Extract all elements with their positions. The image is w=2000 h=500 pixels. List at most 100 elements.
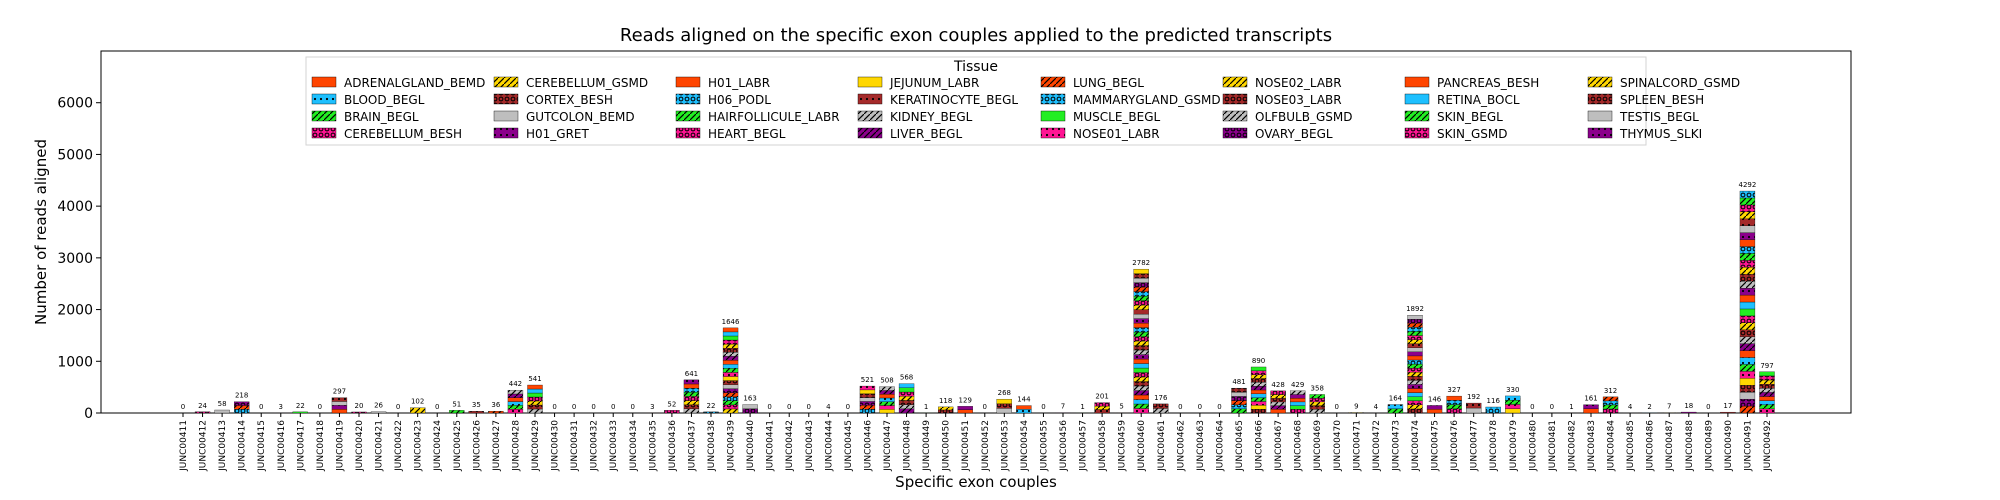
- bar: 1: [918, 403, 934, 414]
- bar: 9: [1348, 403, 1364, 414]
- bar-value-label: 508: [880, 377, 893, 385]
- legend-label: LUNG_BEGL: [1073, 76, 1144, 90]
- bar-value-label: 4: [826, 403, 831, 411]
- bar-value-label: 26: [374, 402, 383, 410]
- bar-segment: [1133, 336, 1149, 342]
- bar: 201: [1094, 393, 1110, 414]
- bar-segment: [1407, 359, 1423, 365]
- bar-segment: [1583, 404, 1599, 409]
- bar-segment: [742, 408, 758, 414]
- bar-segment: [1133, 313, 1149, 319]
- legend-item: LIVER_BEGL: [857, 127, 962, 141]
- bar: 129: [957, 396, 973, 414]
- bar-value-label: 7: [1061, 403, 1065, 411]
- bar-segment: [527, 404, 543, 410]
- legend-swatch: [493, 93, 519, 105]
- bar: 17: [1720, 402, 1736, 414]
- bar-value-label: 0: [807, 403, 811, 411]
- legend-swatch: [1222, 76, 1248, 88]
- bar-value-label: 118: [939, 397, 952, 405]
- bar-segment: [1739, 267, 1756, 275]
- bar-segment: [507, 401, 524, 406]
- bar-segment: [1133, 394, 1149, 400]
- bar-segment: [1407, 400, 1423, 405]
- x-tick-label: JUNC00442: [785, 420, 795, 472]
- bar-segment: [1407, 331, 1423, 336]
- bar-segment: [1133, 309, 1149, 315]
- bar-segment: [527, 388, 543, 394]
- bar: 330: [1505, 386, 1521, 414]
- bar-segment: [1681, 411, 1697, 414]
- bar-value-label: 327: [1447, 386, 1460, 394]
- bar: 358: [1309, 384, 1325, 414]
- legend-item: SKIN_BEGL: [1404, 110, 1503, 124]
- bar: 0: [1335, 403, 1339, 411]
- bar-segment: [1739, 343, 1756, 351]
- legend-title: Tissue: [953, 59, 998, 75]
- bar-value-label: 163: [743, 395, 756, 403]
- bar: 0: [435, 403, 439, 411]
- bar-segment: [1133, 385, 1149, 391]
- bar: 58: [214, 400, 230, 414]
- bar-segment: [1407, 388, 1423, 393]
- bar-segment: [1505, 408, 1521, 414]
- bar-segment: [1231, 404, 1247, 410]
- bar-segment: [1739, 378, 1756, 386]
- bar-segment: [1739, 197, 1756, 206]
- bar-segment: [1231, 408, 1247, 414]
- bar: 52: [664, 400, 680, 414]
- bar-value-label: 5: [1119, 403, 1123, 411]
- x-tick-label: JUNC00454: [1020, 420, 1030, 472]
- bar: 0: [807, 403, 811, 411]
- bar-segment: [859, 385, 876, 391]
- bar-segment: [1250, 401, 1267, 406]
- bar: 2782: [1132, 259, 1150, 414]
- legend-item: SKIN_GSMD: [1404, 127, 1508, 141]
- bar-segment: [1133, 273, 1149, 279]
- x-tick-label: JUNC00426: [472, 420, 482, 472]
- bar-segment: [1426, 409, 1443, 414]
- bar-segment: [1133, 340, 1149, 346]
- x-tick-label: JUNC00470: [1333, 420, 1343, 472]
- bar-segment: [1270, 401, 1286, 406]
- bar-segment: [507, 397, 524, 402]
- bar-segment: [1739, 225, 1756, 233]
- bar: 4: [1622, 403, 1638, 414]
- bar-segment: [1016, 405, 1032, 410]
- x-tick-label: JUNC00485: [1626, 420, 1636, 472]
- y-tick-label: 6000: [57, 96, 93, 112]
- x-tick-label: JUNC00433: [609, 420, 619, 472]
- bar-value-label: 0: [318, 403, 322, 411]
- bar-segment: [1290, 401, 1306, 406]
- legend-item: JEJUNUM_LABR: [857, 76, 979, 90]
- bar-segment: [1446, 395, 1462, 401]
- bar-value-label: 0: [1178, 403, 1182, 411]
- bar: 218: [234, 392, 250, 414]
- legend-label: SPINALCORD_GSMD: [1620, 76, 1740, 90]
- bar-value-label: 20: [355, 402, 364, 410]
- bar-segment: [1739, 246, 1756, 254]
- legend-swatch: [493, 127, 519, 139]
- bar-value-label: 192: [1467, 393, 1480, 401]
- bar-segment: [1739, 287, 1756, 296]
- bar-segment: [1739, 364, 1756, 372]
- bar-value-label: 9: [1354, 403, 1358, 411]
- bar-segment: [742, 404, 758, 409]
- bar-value-label: 4292: [1739, 181, 1757, 189]
- bar: 312: [1602, 387, 1619, 414]
- x-tick-label: JUNC00456: [1059, 420, 1069, 472]
- bar-segment: [1407, 343, 1423, 348]
- bar: 5: [1114, 403, 1130, 414]
- bar-segment: [1739, 357, 1756, 365]
- bar-value-label: 0: [846, 403, 850, 411]
- y-axis: 0 1000 2000 3000 4000 5000 6000: [57, 96, 101, 422]
- legend-label: H01_LABR: [708, 76, 770, 90]
- plot-frame: [100, 50, 1852, 414]
- bar-segment: [1290, 398, 1306, 403]
- bar-segment: [1407, 347, 1423, 352]
- bar-segment: [234, 401, 250, 406]
- x-tick-label: JUNC00415: [257, 420, 267, 472]
- legend-swatch: [857, 127, 883, 139]
- bar-segment: [1739, 301, 1756, 310]
